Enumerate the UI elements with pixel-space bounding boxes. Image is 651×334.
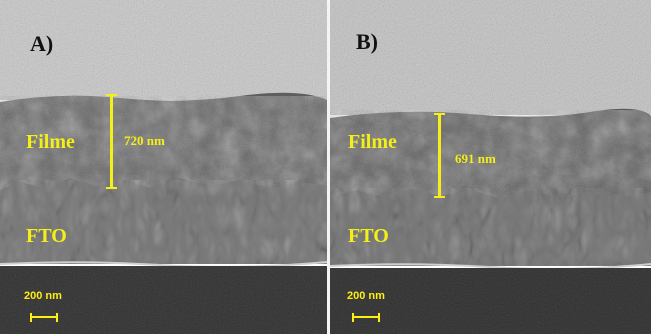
fto-layer-label: FTO: [26, 225, 67, 247]
sem-image-b: [330, 0, 651, 334]
scale-bar: [30, 316, 58, 318]
thickness-bar-bottom-cap: [434, 196, 445, 198]
scale-bar: [352, 316, 380, 318]
film-layer-label: Filme: [348, 131, 397, 153]
sem-panel-a: A) Filme FTO 720 nm 200 nm: [0, 0, 327, 334]
scale-bar-label: 200 nm: [347, 290, 385, 302]
scale-bar-label: 200 nm: [24, 290, 62, 302]
thickness-value: 691 nm: [455, 151, 496, 166]
thickness-value: 720 nm: [124, 133, 165, 148]
scale-bar-right-cap: [56, 313, 58, 322]
panel-letter-b: B): [356, 29, 378, 54]
sem-image-a: [0, 0, 327, 334]
panel-letter-a: A): [30, 31, 54, 56]
scale-bar-right-cap: [378, 313, 380, 322]
film-layer-label: Filme: [26, 131, 75, 153]
thickness-bar-bottom-cap: [106, 187, 117, 189]
fto-layer-label: FTO: [348, 225, 389, 247]
thickness-bar: [438, 113, 441, 198]
thickness-bar: [110, 94, 113, 189]
panel-divider: [327, 0, 330, 334]
sem-panel-b: B) Filme FTO 691 nm 200 nm: [330, 0, 651, 334]
